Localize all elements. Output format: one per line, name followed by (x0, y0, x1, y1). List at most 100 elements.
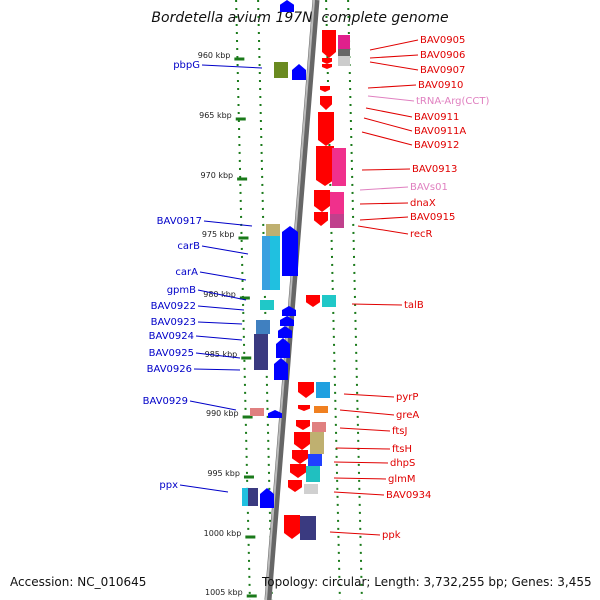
scale-tick-label: 970 kbp (201, 171, 234, 180)
gene-label-talb[interactable]: talB (404, 300, 424, 311)
right-leader-line (369, 54, 419, 59)
gene-label-bav0910[interactable]: BAV0910 (418, 80, 463, 91)
gene-label-bavs01[interactable]: BAVs01 (410, 182, 448, 193)
reverse-gene-arrow[interactable] (318, 112, 334, 146)
reverse-gene-arrow[interactable] (290, 464, 306, 478)
gene-function-box[interactable] (300, 516, 316, 540)
forward-gene-arrow[interactable] (276, 338, 290, 358)
gene-function-box[interactable] (242, 488, 250, 506)
reverse-gene-arrow[interactable] (306, 295, 320, 307)
gene-label-bav0915[interactable]: BAV0915 (410, 212, 455, 223)
gene-function-box[interactable] (256, 320, 270, 334)
gene-label-ftsj[interactable]: ftsJ (392, 426, 407, 437)
gene-label-trna-argcct[interactable]: tRNA-Arg(CCT) (416, 96, 489, 107)
gene-label-bav0912[interactable]: BAV0912 (414, 140, 459, 151)
gene-function-box[interactable] (250, 408, 264, 416)
reverse-gene-arrow[interactable] (298, 382, 314, 398)
gene-function-box[interactable] (304, 484, 318, 494)
gene-function-box[interactable] (314, 406, 328, 413)
gene-function-box[interactable] (316, 382, 330, 398)
right-leader-line (359, 186, 409, 191)
right-leader-line (333, 461, 389, 464)
right-leader-line (367, 84, 417, 89)
gene-function-box[interactable] (266, 224, 280, 236)
reverse-gene-arrow[interactable] (314, 212, 328, 226)
gene-label-bav0906[interactable]: BAV0906 (420, 50, 465, 61)
forward-gene-arrow[interactable] (280, 0, 294, 12)
gene-function-box[interactable] (322, 295, 336, 307)
gene-label-grea[interactable]: greA (396, 410, 419, 421)
gene-label-bav0929[interactable]: BAV0929 (143, 396, 188, 407)
gene-function-box[interactable] (248, 488, 258, 506)
reverse-gene-arrow[interactable] (316, 146, 334, 186)
right-leader-line (361, 131, 413, 146)
gene-function-box[interactable] (330, 192, 344, 214)
gene-label-ppx[interactable]: ppx (159, 480, 178, 491)
gene-label-bav0917[interactable]: BAV0917 (157, 216, 202, 227)
gene-label-bav0924[interactable]: BAV0924 (149, 331, 194, 342)
left-leader-line (201, 64, 263, 69)
gene-label-pyrp[interactable]: pyrP (396, 392, 418, 403)
gene-label-ppk[interactable]: ppk (382, 530, 401, 541)
reverse-gene-arrow[interactable] (314, 190, 330, 212)
gene-function-box[interactable] (338, 35, 350, 49)
gene-label-bav0925[interactable]: BAV0925 (149, 348, 194, 359)
forward-gene-arrow[interactable] (274, 358, 288, 380)
gene-function-box[interactable] (306, 466, 320, 482)
forward-gene-arrow[interactable] (282, 226, 298, 276)
gene-function-box[interactable] (308, 454, 322, 466)
reverse-gene-arrow[interactable] (322, 64, 332, 69)
reverse-gene-arrow[interactable] (296, 420, 310, 430)
gene-function-box[interactable] (338, 49, 350, 56)
scale-tick-label: 985 kbp (205, 350, 238, 359)
gene-function-box[interactable] (338, 56, 350, 66)
gene-label-dhps[interactable]: dhpS (390, 458, 415, 469)
forward-gene-arrow[interactable] (292, 64, 306, 80)
gene-label-glmm[interactable]: glmM (388, 474, 416, 485)
forward-gene-arrow[interactable] (282, 306, 296, 316)
genome-summary-text: Topology: circular; Length: 3,732,255 bp… (262, 575, 592, 589)
right-leader-line (367, 95, 415, 102)
reverse-gene-arrow[interactable] (298, 405, 310, 411)
gene-label-pbpg[interactable]: pbpG (173, 60, 200, 71)
gene-label-bav0934[interactable]: BAV0934 (386, 490, 431, 501)
reverse-gene-arrow[interactable] (322, 30, 336, 58)
gene-label-bav0911[interactable]: BAV0911 (414, 112, 459, 123)
forward-gene-arrow[interactable] (268, 410, 282, 418)
gene-function-box[interactable] (312, 422, 326, 432)
gene-function-box[interactable] (330, 214, 344, 228)
gene-label-cara[interactable]: carA (175, 267, 198, 278)
reverse-gene-arrow[interactable] (320, 96, 332, 110)
gene-label-bav0907[interactable]: BAV0907 (420, 65, 465, 76)
gene-label-bav0922[interactable]: BAV0922 (151, 301, 196, 312)
gene-function-box[interactable] (274, 62, 288, 78)
gene-label-bav0926[interactable]: BAV0926 (147, 364, 192, 375)
gene-label-gpmb[interactable]: gpmB (167, 285, 196, 296)
reverse-gene-arrow[interactable] (322, 58, 332, 64)
gene-label-carb[interactable]: carB (177, 241, 200, 252)
left-leader-line (197, 321, 243, 325)
gene-function-box[interactable] (332, 148, 346, 186)
gene-label-bav0923[interactable]: BAV0923 (151, 317, 196, 328)
left-leader-line (203, 220, 253, 227)
forward-gene-arrow[interactable] (278, 326, 292, 338)
gene-label-bav0913[interactable]: BAV0913 (412, 164, 457, 175)
reverse-gene-arrow[interactable] (294, 432, 310, 450)
reverse-gene-arrow[interactable] (320, 86, 330, 92)
reverse-gene-arrow[interactable] (288, 480, 302, 492)
right-leader-line (333, 477, 387, 480)
gene-function-box[interactable] (260, 300, 274, 310)
forward-gene-arrow[interactable] (280, 316, 294, 326)
gene-label-dnax[interactable]: dnaX (410, 198, 436, 209)
gene-function-box[interactable] (254, 334, 268, 370)
gene-label-recr[interactable]: recR (410, 229, 433, 240)
gene-label-ftsh[interactable]: ftsH (392, 444, 412, 455)
gene-label-bav0911a[interactable]: BAV0911A (414, 126, 466, 137)
reverse-gene-arrow[interactable] (284, 515, 300, 539)
reverse-gene-arrow[interactable] (292, 450, 308, 464)
forward-gene-arrow[interactable] (260, 488, 274, 508)
gene-function-box[interactable] (310, 432, 324, 454)
gene-label-bav0905[interactable]: BAV0905 (420, 35, 465, 46)
right-leader-line (363, 117, 413, 132)
gene-function-box[interactable] (270, 236, 280, 290)
